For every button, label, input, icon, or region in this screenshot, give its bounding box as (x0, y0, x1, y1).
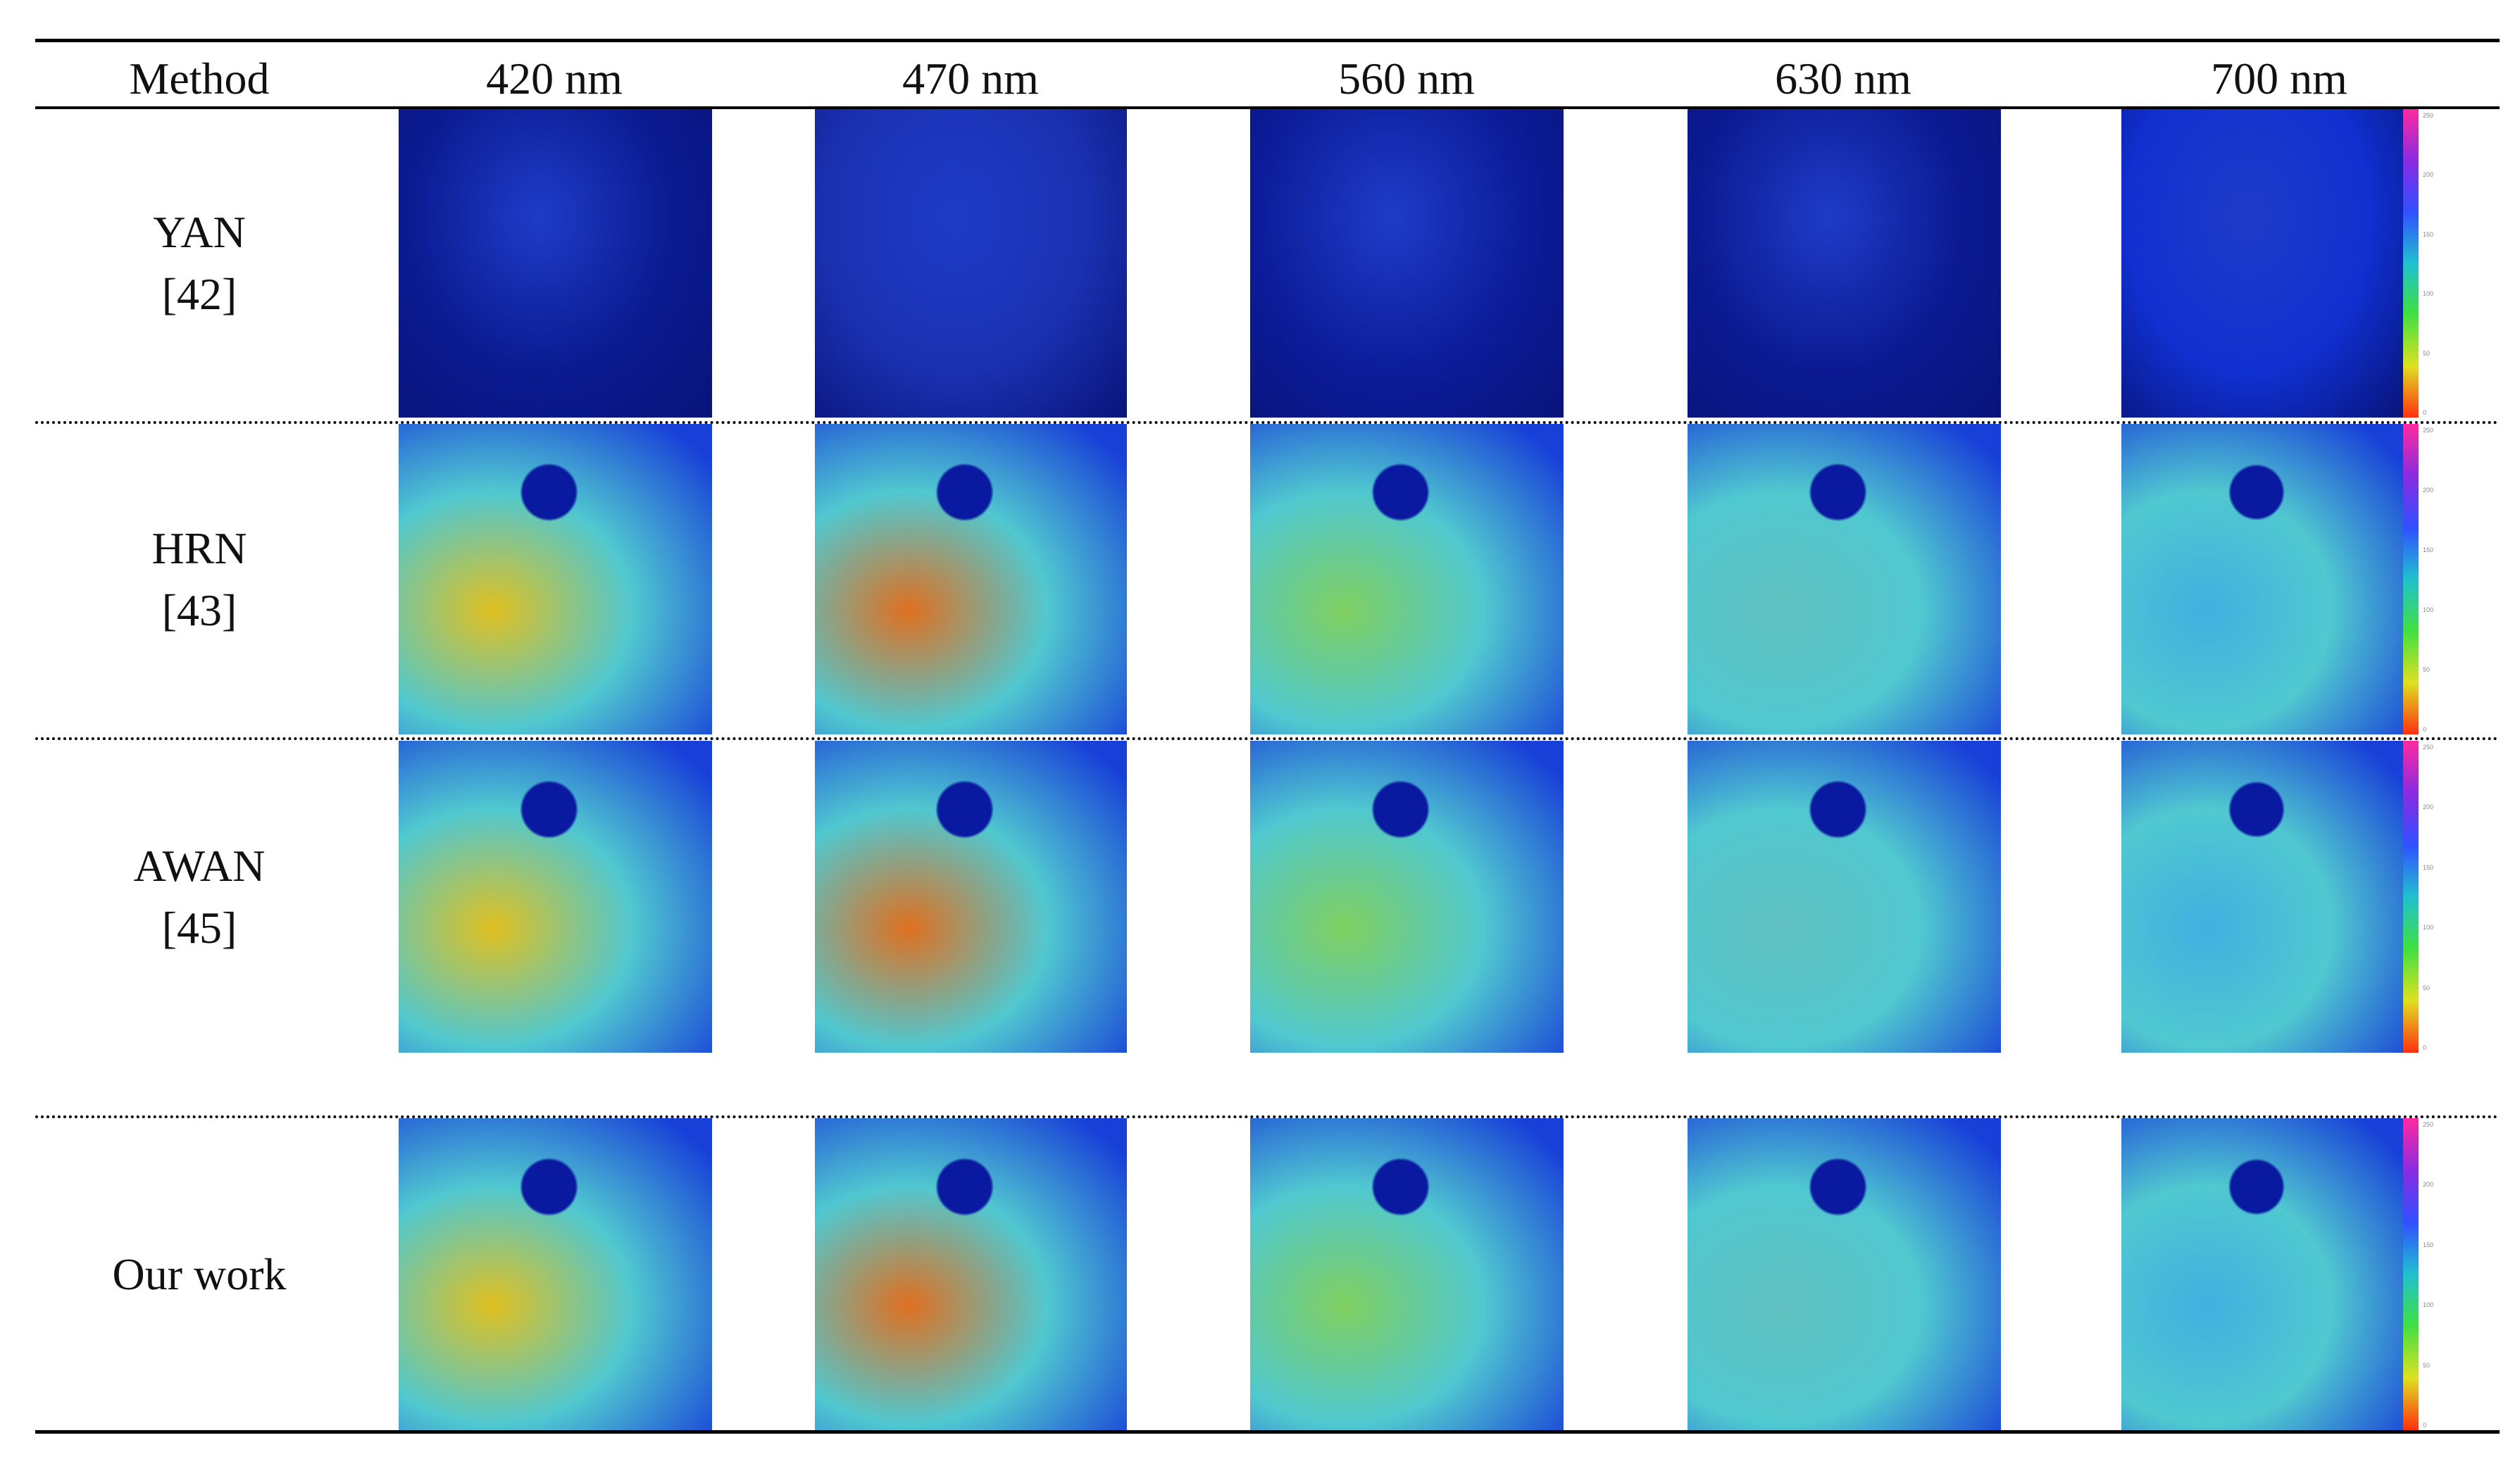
colorbar (2403, 424, 2419, 734)
colorbar-tick: 0 (2423, 726, 2427, 733)
method-name: YAN (153, 207, 246, 257)
spectral-image (2121, 109, 2403, 418)
colorbar (2403, 741, 2419, 1053)
top-rule (35, 39, 2500, 42)
colorbar-tick: 200 (2423, 171, 2434, 179)
spectral-image (1688, 109, 2001, 418)
spectral-image (1250, 424, 1564, 734)
spectral-image (815, 109, 1127, 418)
spectral-image (399, 741, 712, 1053)
colorbar-tick: 0 (2423, 409, 2427, 416)
spectral-image (399, 109, 712, 418)
colorbar-tick: 200 (2423, 1181, 2434, 1189)
spectral-image (1688, 741, 2001, 1053)
bottom-rule (35, 1430, 2500, 1434)
colorbar-tick: 150 (2423, 1241, 2434, 1248)
row-separator (35, 1115, 2500, 1118)
method-ref: [43] (161, 584, 237, 635)
method-name: HRN (151, 522, 247, 573)
colorbar-tick: 50 (2423, 666, 2431, 673)
colorbar-tick: 100 (2423, 290, 2434, 298)
spectral-image (1250, 1118, 1564, 1430)
column-header: 470 nm (902, 54, 1039, 104)
spectral-image (2121, 741, 2403, 1053)
method-name: AWAN (133, 840, 266, 891)
spectral-image (1250, 741, 1564, 1053)
colorbar (2403, 109, 2419, 418)
colorbar-tick: 150 (2423, 546, 2434, 553)
colorbar-tick: 50 (2423, 1361, 2431, 1369)
colorbar-tick: 0 (2423, 1422, 2427, 1429)
spectral-image (1250, 109, 1564, 418)
spectral-image (815, 741, 1127, 1053)
colorbar-tick: 0 (2423, 1044, 2427, 1051)
spectral-image (399, 1118, 712, 1430)
colorbar-tick: 200 (2423, 803, 2434, 811)
colorbar-tick: 50 (2423, 349, 2431, 357)
column-header: 700 nm (2211, 54, 2347, 104)
colorbar-tick: 100 (2423, 924, 2434, 932)
column-header: 420 nm (486, 54, 623, 104)
spectral-image (1688, 1118, 2001, 1430)
method-ref: [42] (161, 269, 237, 319)
column-header: Method (129, 54, 270, 104)
colorbar-tick: 50 (2423, 984, 2431, 991)
colorbar (2403, 1118, 2419, 1430)
column-header: 560 nm (1338, 54, 1475, 104)
colorbar-tick: 250 (2423, 427, 2434, 434)
spectral-image (815, 1118, 1127, 1430)
spectral-image (1688, 424, 2001, 734)
colorbar-tick: 100 (2423, 606, 2434, 613)
spectral-image (2121, 424, 2403, 734)
method-ref: [45] (161, 902, 237, 953)
row-separator (35, 737, 2500, 740)
spectral-image (2121, 1118, 2403, 1430)
column-header: 630 nm (1775, 54, 1911, 104)
colorbar-tick: 200 (2423, 487, 2434, 494)
colorbar-tick: 250 (2423, 112, 2434, 119)
colorbar-tick: 150 (2423, 230, 2434, 238)
row-separator (35, 421, 2500, 424)
method-name: Our work (112, 1248, 287, 1299)
header-rule (35, 106, 2500, 109)
spectral-image (399, 424, 712, 734)
colorbar-tick: 100 (2423, 1301, 2434, 1309)
colorbar-tick: 150 (2423, 863, 2434, 871)
colorbar-tick: 250 (2423, 744, 2434, 751)
spectral-image (815, 424, 1127, 734)
colorbar-tick: 250 (2423, 1121, 2434, 1128)
